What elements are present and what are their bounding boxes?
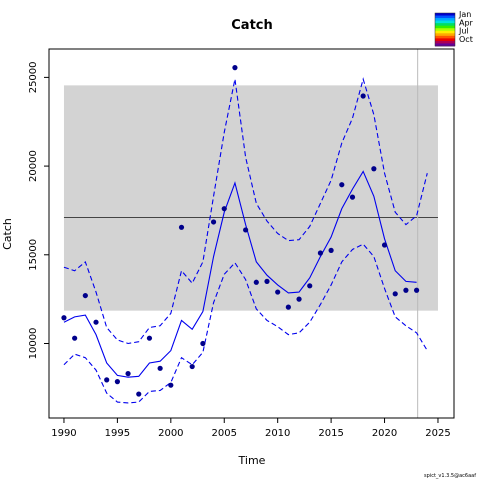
observed-point — [285, 304, 291, 310]
observed-point — [157, 365, 163, 371]
legend-entry-label: Apr — [459, 18, 474, 27]
observed-point — [93, 319, 99, 325]
legend-color-stripe — [435, 25, 455, 29]
legend-entry-label: Oct — [459, 35, 473, 44]
observed-point — [125, 371, 131, 377]
legend-box — [434, 12, 456, 47]
y-tick-label: 20000 — [28, 150, 39, 182]
legend-entry-label: Jul — [458, 27, 469, 36]
y-tick-label: 25000 — [28, 61, 39, 93]
observed-point — [371, 166, 377, 172]
observed-point — [146, 335, 153, 341]
plot-area — [61, 49, 438, 418]
x-tick-label: 2010 — [265, 428, 290, 439]
legend-color-stripe — [435, 30, 455, 34]
legend-color-stripe — [435, 23, 455, 27]
legend-entry-label: Jan — [458, 10, 471, 19]
observed-point — [381, 242, 388, 248]
observed-point — [168, 382, 174, 388]
version-footer: spict_v1.3.5@ac6aaf — [424, 473, 476, 479]
observed-point — [253, 279, 259, 285]
legend-color-stripe — [435, 38, 455, 42]
observed-point — [114, 379, 120, 385]
observed-point — [136, 391, 142, 397]
observed-point — [328, 247, 334, 253]
legend-color-stripe — [435, 35, 455, 39]
observed-point — [200, 340, 206, 347]
x-tick-label: 2015 — [318, 428, 343, 439]
observed-point — [232, 65, 238, 71]
observed-point — [339, 182, 345, 188]
x-tick-label: 1995 — [105, 428, 130, 439]
legend-color-stripe — [435, 40, 455, 44]
lower-ci-line — [63, 243, 428, 404]
observed-point — [221, 206, 227, 212]
y-tick-label: 15000 — [28, 239, 39, 271]
upper-ci-line — [63, 77, 428, 345]
observed-point — [275, 289, 281, 295]
observed-point — [360, 93, 366, 99]
observed-point — [82, 292, 88, 299]
legend-color-stripe — [435, 15, 455, 19]
observed-point — [392, 291, 398, 297]
observed-point — [243, 227, 249, 233]
observed-point — [403, 287, 409, 293]
x-tick-label: 2020 — [372, 428, 397, 439]
legend-color-stripe — [435, 28, 455, 32]
y-axis-title: Catch — [1, 218, 14, 250]
observed-point — [61, 315, 67, 321]
legend-color-stripe — [435, 20, 455, 24]
observed-point — [317, 250, 324, 256]
reference-band — [63, 85, 438, 311]
legend-color-stripe — [435, 18, 455, 22]
legend-color-stripe — [435, 13, 455, 16]
observed-point — [189, 363, 195, 370]
observed-point — [413, 287, 420, 293]
observed-point — [72, 335, 78, 341]
legend-color-stripe — [435, 43, 455, 47]
x-tick-label: 2005 — [212, 428, 237, 439]
y-tick-label: 10000 — [28, 328, 39, 360]
x-tick-label: 1990 — [51, 428, 76, 439]
x-tick-label: 2000 — [158, 428, 183, 439]
chart-title: Catch — [231, 18, 273, 33]
observed-point — [349, 194, 356, 200]
observed-point — [210, 219, 217, 225]
x-axis-title: Time — [238, 454, 266, 467]
observed-point — [264, 278, 270, 284]
plot-frame — [48, 48, 455, 419]
estimate-line — [63, 170, 417, 378]
x-tick-label: 2025 — [425, 428, 450, 439]
observed-point — [307, 283, 313, 289]
observed-point — [178, 224, 185, 230]
observed-point — [104, 377, 110, 383]
axes: 1990 1995 2000 2005 2010 2015 2020 2025 10000 150… — [28, 48, 455, 439]
observed-point — [296, 296, 302, 302]
legend-color-stripe — [435, 33, 455, 37]
